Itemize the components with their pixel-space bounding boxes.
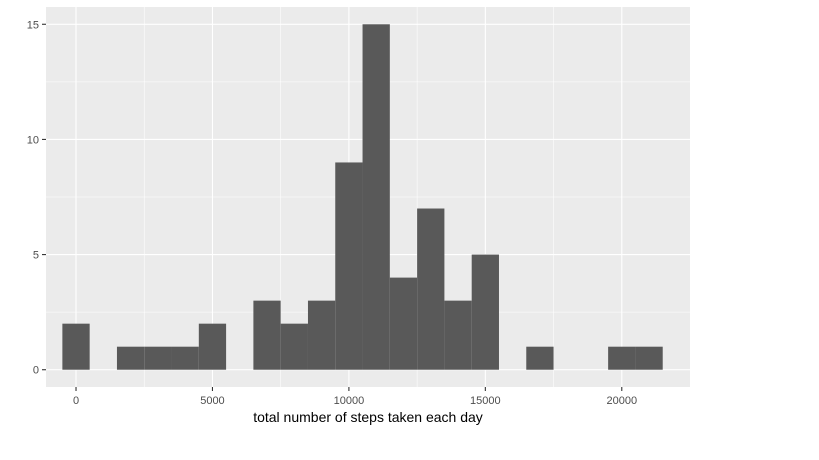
y-tick-label: 0 [33, 365, 39, 377]
y-tick-label: 5 [33, 250, 39, 262]
x-tick-label: 10000 [334, 395, 365, 407]
x-tick-label: 20000 [606, 395, 637, 407]
histogram-bar [171, 346, 199, 370]
x-tick-label: 15000 [470, 395, 501, 407]
histogram-bar [417, 208, 445, 370]
x-tick-label: 0 [73, 395, 79, 407]
histogram-bar [526, 346, 554, 370]
histogram-bar [62, 323, 90, 370]
histogram-bar [471, 254, 499, 370]
histogram-bar [307, 300, 336, 370]
histogram-bars [62, 24, 663, 370]
histogram-bar [608, 346, 636, 370]
y-tick-label: 15 [27, 19, 39, 31]
histogram-bar [444, 300, 472, 370]
histogram-bar [198, 323, 227, 370]
histogram-bar [635, 346, 663, 370]
histogram-bar [362, 24, 390, 370]
histogram-bar [389, 277, 418, 370]
x-axis-title: total number of steps taken each day [253, 409, 483, 425]
histogram-bar [280, 323, 308, 370]
y-axis-ticks: 0 5 10 15 [27, 19, 46, 377]
histogram-bar [253, 300, 281, 370]
x-axis-ticks: 0 5000 10000 15000 20000 [73, 387, 637, 407]
x-tick-label: 5000 [200, 395, 224, 407]
histogram-bar [144, 346, 172, 370]
histogram-bar [335, 162, 363, 370]
histogram-bar [116, 346, 145, 370]
y-tick-label: 10 [27, 134, 39, 146]
